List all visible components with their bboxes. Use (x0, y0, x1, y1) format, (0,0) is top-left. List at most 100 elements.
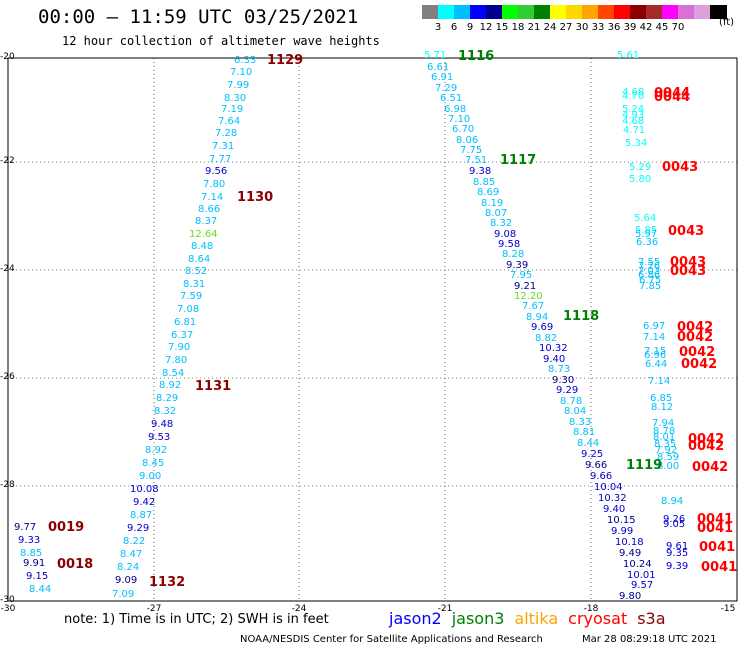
wave-height-value: 4.71 (623, 125, 646, 136)
wave-height-value: 9.69 (531, 322, 554, 333)
wave-height-value: 9.58 (498, 239, 521, 250)
wave-height-value: 8.82 (535, 333, 558, 344)
wave-height-value: 9.33 (18, 535, 41, 546)
wave-height-value: 8.33 (569, 417, 592, 428)
pass-time-label: 0042 (688, 432, 725, 447)
wave-height-value: 10.01 (627, 570, 656, 581)
pass-time-label: 0043 (662, 160, 699, 175)
legend-label: 70 (671, 22, 685, 33)
legend-swatch (710, 5, 727, 19)
wave-height-value: 10.04 (594, 482, 623, 493)
wave-height-value: 5.64 (634, 213, 657, 224)
wave-height-value: 8.29 (156, 393, 179, 404)
wave-height-value: 8.30 (224, 93, 247, 104)
wave-height-value: 7.14 (643, 332, 666, 343)
latitude-label: -26 (0, 372, 15, 382)
wave-height-value: 10.24 (623, 559, 652, 570)
legend-label: 27 (559, 22, 573, 33)
legend-swatch (694, 5, 711, 19)
wave-height-value: 8.24 (117, 562, 140, 573)
wave-height-value: 9.26 (663, 514, 686, 525)
wave-height-value: 8.04 (564, 406, 587, 417)
wave-height-value: 10.18 (615, 537, 644, 548)
wave-height-value: 8.85 (20, 548, 43, 559)
wave-height-value: 10.32 (598, 493, 627, 504)
wave-height-value: 9.48 (151, 419, 174, 430)
wave-height-value: 8.59 (657, 452, 680, 463)
legend-swatch (550, 5, 567, 19)
legend-label: 3 (434, 22, 442, 33)
wave-height-value: 9.38 (469, 166, 492, 177)
legend-swatch (438, 5, 455, 19)
pass-time-label: 1116 (458, 49, 495, 64)
wave-height-value: 8.54 (162, 368, 185, 379)
wave-height-value: 7.15 (644, 346, 667, 357)
latitude-label: -20 (0, 52, 15, 62)
wave-height-value: 7.10 (448, 114, 471, 125)
legend-swatch (470, 5, 487, 19)
wave-height-value: 8.66 (198, 204, 221, 215)
legend-swatch (614, 5, 631, 19)
legend-swatch (598, 5, 615, 19)
wave-height-value: 8.22 (123, 536, 146, 547)
latitude-label: -22 (0, 156, 15, 166)
wave-height-value: 7.55 (638, 257, 661, 268)
satellite-cryosat: cryosat (568, 609, 628, 628)
wave-height-value: 4.68 (622, 87, 645, 98)
wave-height-value: 12.20 (514, 291, 543, 302)
wave-height-value: 7.95 (510, 270, 533, 281)
longitude-label: -21 (437, 604, 453, 614)
pass-time-label: 1118 (563, 309, 600, 324)
wave-height-value: 7.28 (215, 128, 238, 139)
wave-height-value: 7.75 (460, 145, 483, 156)
legend-label: 24 (543, 22, 557, 33)
wave-height-value: 8.37 (195, 216, 218, 227)
longitude-label: -27 (146, 604, 162, 614)
legend-swatch (486, 5, 503, 19)
satellite-jason2: jason2 (389, 609, 442, 628)
legend-swatch (502, 5, 519, 19)
pass-time-label: 0019 (48, 520, 85, 535)
pass-time-label: 0043 (668, 224, 705, 239)
longitude-label: -30 (0, 604, 16, 614)
wave-height-value: 7.99 (227, 80, 250, 91)
satellite-altika: altika (514, 609, 559, 628)
pass-time-label: 1131 (195, 379, 232, 394)
wave-height-value: 8.78 (560, 396, 583, 407)
wave-height-value: 9.77 (14, 522, 37, 533)
wave-height-value: 8.73 (548, 364, 571, 375)
wave-height-value: 7.14 (648, 376, 671, 387)
wave-height-value: 4.68 (622, 116, 645, 127)
pass-time-label: 0042 (681, 357, 718, 372)
wave-height-value: 7.26 (638, 261, 661, 272)
latitude-label: -30 (0, 595, 15, 605)
wave-height-value: 9.35 (666, 548, 689, 559)
satellite-jason3: jason3 (451, 609, 505, 628)
wave-height-value: 7.09 (112, 589, 135, 600)
credit-text: NOAA/NESDIS Center for Satellite Applica… (240, 634, 543, 645)
wave-height-value: 7.03 (638, 266, 661, 277)
wave-height-value: 5.61 (617, 50, 640, 61)
wave-height-value: 5.29 (629, 162, 652, 173)
generated-timestamp: Mar 28 08:29:18 UTC 2021 (582, 634, 717, 645)
wave-height-value: 8.07 (485, 208, 508, 219)
wave-height-value: 6.44 (645, 359, 668, 370)
wave-height-value: 7.19 (221, 104, 244, 115)
wave-height-value: 8.87 (130, 510, 153, 521)
pass-time-label: 0041 (697, 521, 734, 536)
wave-height-value: 9.39 (506, 260, 529, 271)
legend-label: 45 (655, 22, 669, 33)
wave-height-value: 7.67 (522, 301, 545, 312)
wave-height-value: 9.61 (666, 541, 689, 552)
pass-time-label: 0041 (697, 512, 734, 527)
wave-height-value: 10.15 (607, 515, 636, 526)
wave-height-value: 5.24 (622, 104, 645, 115)
wave-height-value: 8.12 (651, 402, 674, 413)
wave-height-value: 7.14 (201, 192, 224, 203)
wave-height-value: 9.39 (666, 561, 689, 572)
footer-note: note: 1) Time is in UTC; 2) SWH is in fe… (64, 612, 329, 627)
wave-height-value: 7.94 (652, 418, 675, 429)
satellite-legend: jason2 jason3 altika cryosat s3a (389, 609, 676, 628)
pass-time-label: 0042 (679, 345, 716, 360)
